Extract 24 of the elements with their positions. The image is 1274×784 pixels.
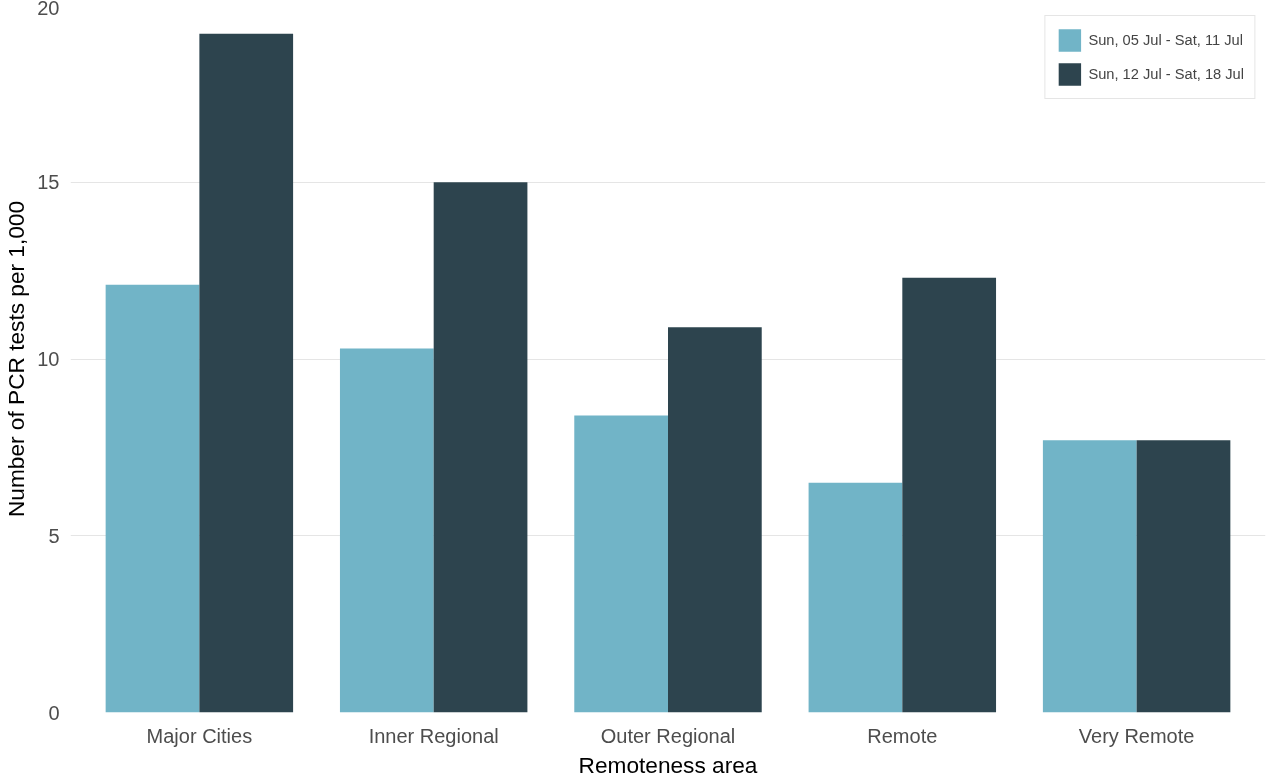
bar — [1136, 440, 1231, 713]
bar — [433, 182, 528, 713]
bar — [574, 415, 668, 713]
bar — [808, 482, 903, 713]
y-tick-label: 0 — [48, 701, 60, 724]
x-tick-label: Major Cities — [146, 724, 253, 747]
bar — [199, 33, 294, 713]
y-tick-label: 15 — [37, 171, 60, 194]
x-tick-label: Inner Regional — [368, 724, 499, 747]
y-tick-label: 5 — [48, 524, 60, 547]
y-axis-title: Number of PCR tests per 1,000 — [3, 200, 30, 518]
bar — [668, 327, 762, 713]
legend-label: Sun, 12 Jul - Sat, 18 Jul — [1088, 66, 1244, 82]
x-tick-label: Remote — [867, 724, 938, 747]
bar — [902, 277, 997, 713]
bar — [1042, 440, 1137, 713]
x-tick-label: Very Remote — [1078, 724, 1195, 747]
bar — [339, 348, 434, 713]
x-tick-label: Outer Regional — [600, 724, 736, 747]
legend-label: Sun, 05 Jul - Sat, 11 Jul — [1088, 32, 1243, 48]
y-tick-label: 20 — [37, 0, 60, 19]
x-axis-title: Remoteness area — [578, 751, 758, 778]
y-tick-label: 10 — [37, 348, 60, 370]
bar — [105, 284, 200, 713]
